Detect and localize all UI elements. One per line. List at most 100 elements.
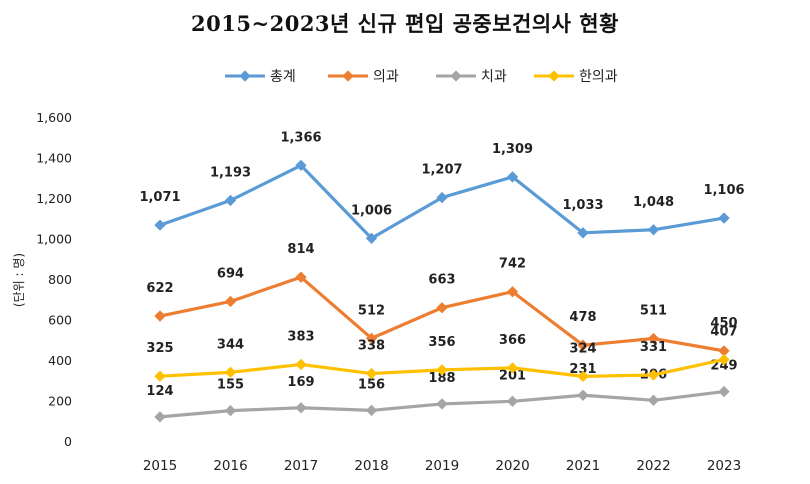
y-tick-label: 200 xyxy=(48,394,72,409)
legend-swatch-marker xyxy=(450,70,462,82)
data-label: 324 xyxy=(569,341,596,356)
data-point xyxy=(436,302,448,314)
data-label: 356 xyxy=(428,335,455,350)
series: 325 344 383 338 356 366 324 331 407 xyxy=(146,325,738,383)
data-label: 1,207 xyxy=(421,163,462,178)
data-point xyxy=(718,385,730,398)
y-tick-label: 800 xyxy=(48,272,72,287)
data-label: 512 xyxy=(358,303,385,318)
data-point xyxy=(436,364,448,376)
legend-item: 치과 xyxy=(436,69,507,85)
data-label: 1,048 xyxy=(633,195,674,210)
data-label: 1,106 xyxy=(703,183,744,198)
data-point xyxy=(506,286,519,298)
legend: 총계 의과 치과 한의과 xyxy=(225,69,618,85)
data-label: 663 xyxy=(428,273,455,288)
data-point xyxy=(506,395,519,407)
legend-swatch-marker xyxy=(548,70,560,82)
y-axis-label: (단위 : 명) xyxy=(12,253,26,307)
data-label: 450 xyxy=(710,316,737,331)
series: 1,071 1,193 1,366 1,006 1,207 1,309 1,033 1,048… xyxy=(139,130,745,244)
data-point xyxy=(577,370,589,383)
x-tick-label: 2015 xyxy=(143,458,177,474)
x-tick-label: 2020 xyxy=(495,458,529,474)
legend-item: 총계 xyxy=(225,69,296,85)
x-tick-label: 2016 xyxy=(213,458,247,474)
data-point xyxy=(295,358,307,371)
data-point xyxy=(577,227,589,239)
data-label: 188 xyxy=(428,371,455,386)
data-point xyxy=(577,389,589,401)
data-point xyxy=(718,353,730,366)
data-label: 407 xyxy=(710,325,737,340)
y-tick-label: 1,600 xyxy=(36,110,72,125)
data-label: 478 xyxy=(569,310,596,325)
data-point xyxy=(506,362,519,374)
data-point xyxy=(224,366,237,378)
y-tick-label: 1,000 xyxy=(36,232,72,247)
data-label: 344 xyxy=(217,337,244,352)
x-tick-label: 2022 xyxy=(636,458,670,474)
data-point xyxy=(577,339,589,351)
data-point xyxy=(647,369,660,381)
data-point xyxy=(436,191,448,204)
data-point xyxy=(365,367,378,380)
data-point xyxy=(154,310,166,322)
data-point xyxy=(224,295,237,308)
data-label: 1,033 xyxy=(562,198,603,213)
data-label: 124 xyxy=(146,384,173,399)
data-label: 1,071 xyxy=(139,190,180,205)
x-tick-label: 2021 xyxy=(566,458,600,474)
data-label: 694 xyxy=(217,266,244,281)
data-point xyxy=(647,394,660,406)
data-label: 331 xyxy=(640,340,667,355)
data-point xyxy=(436,398,448,410)
data-label: 325 xyxy=(146,341,173,356)
data-label: 156 xyxy=(358,377,385,392)
data-point xyxy=(718,345,730,357)
data-point xyxy=(224,194,237,207)
y-tick-label: 0 xyxy=(64,434,72,449)
data-label: 511 xyxy=(640,304,667,319)
data-label: 155 xyxy=(217,378,244,393)
chart-title: 2015~2023년 신규 편입 공중보건의사 현황 xyxy=(191,11,619,36)
data-point xyxy=(647,332,660,345)
series: 622 694 814 512 663 742 478 511 450 xyxy=(146,242,738,357)
legend-label: 치과 xyxy=(481,69,507,85)
y-tick-label: 1,400 xyxy=(36,151,72,166)
data-label: 622 xyxy=(146,281,173,296)
data-point xyxy=(154,411,166,423)
plot-area: 1,071 1,193 1,366 1,006 1,207 1,309 1,033 1,048… xyxy=(139,130,745,423)
legend-label: 한의과 xyxy=(579,69,618,85)
data-point xyxy=(154,219,166,231)
data-label: 366 xyxy=(499,333,526,348)
data-label: 231 xyxy=(569,362,596,377)
y-tick-label: 400 xyxy=(48,353,72,368)
data-label: 1,193 xyxy=(210,165,251,180)
data-point xyxy=(647,224,660,236)
data-point xyxy=(295,271,307,283)
legend-item: 한의과 xyxy=(534,69,618,85)
x-tick-label: 2023 xyxy=(707,458,741,474)
data-label: 1,006 xyxy=(351,203,392,218)
data-label: 1,366 xyxy=(280,130,321,145)
data-point xyxy=(224,404,237,417)
data-point xyxy=(295,402,307,414)
data-label: 1,309 xyxy=(492,142,533,157)
legend-swatch-marker xyxy=(342,70,354,82)
data-point xyxy=(295,159,307,172)
data-label: 338 xyxy=(358,339,385,354)
x-tick-label: 2017 xyxy=(284,458,318,474)
data-label: 383 xyxy=(287,329,314,344)
legend-swatch-marker xyxy=(239,70,251,82)
data-point xyxy=(365,332,378,344)
series: 124155169156188201231206249 xyxy=(146,359,738,423)
data-point xyxy=(718,212,730,224)
x-tick-label: 2019 xyxy=(425,458,459,474)
legend-label: 총계 xyxy=(270,69,296,85)
data-label: 814 xyxy=(287,242,314,257)
x-tick-label: 2018 xyxy=(354,458,388,474)
y-tick-label: 1,200 xyxy=(36,191,72,206)
x-axis: 2015 2016 2017 2018 2019 2020 2021 2022 2023 xyxy=(143,458,741,474)
